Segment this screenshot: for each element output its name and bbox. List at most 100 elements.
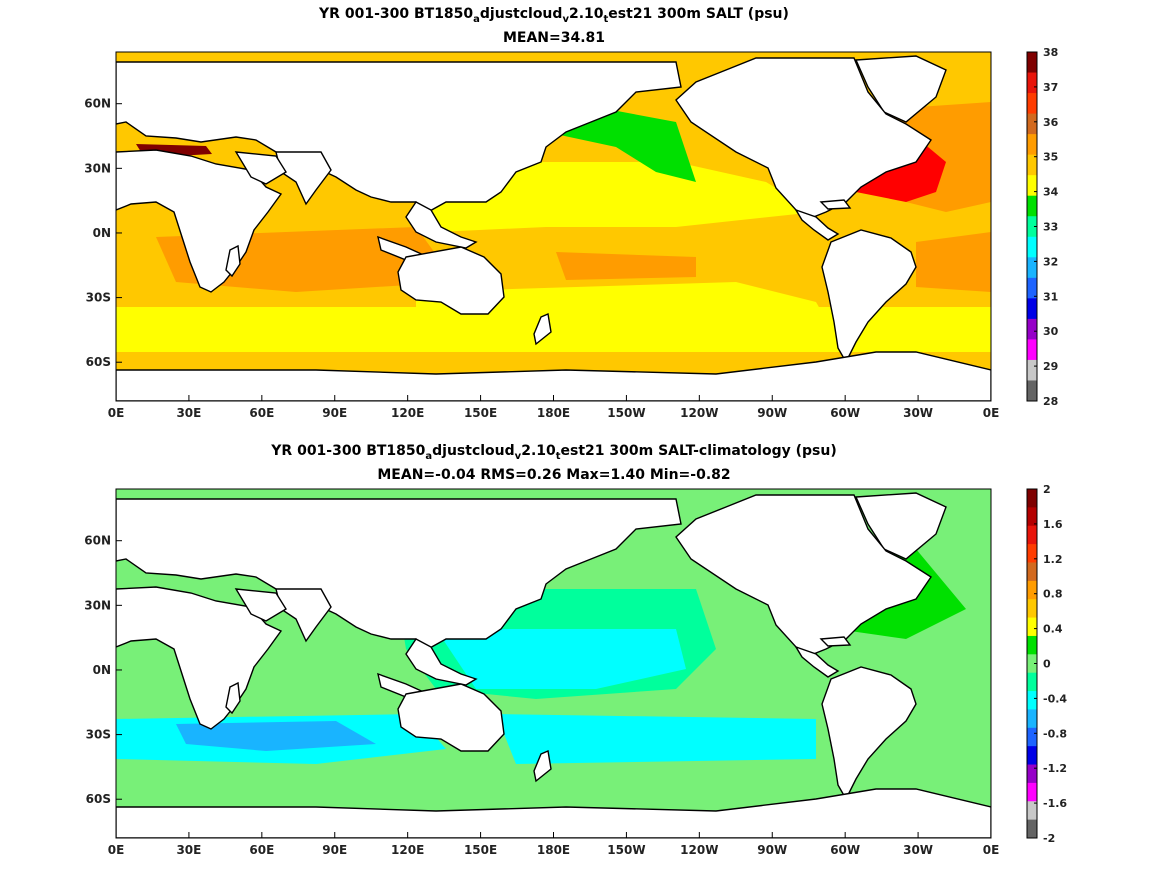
x-tick-label: 60W [830, 843, 860, 857]
bottom-panel-subtitle: MEAN=-0.04 RMS=0.26 Max=1.40 Min=-0.82 [377, 467, 731, 483]
x-tick-label: 0E [983, 843, 1000, 857]
y-tick-label: 30N [84, 161, 111, 175]
colorbar-swatch [1027, 709, 1037, 729]
x-tick-label: 90E [322, 406, 347, 420]
y-tick-label: 60S [86, 355, 111, 369]
x-tick-label: 0E [108, 843, 125, 857]
colorbar-swatch [1027, 318, 1037, 340]
x-tick-label: 30E [176, 406, 201, 420]
top-panel-title: YR 001-300 BT1850adjustcloudv2.10test21 … [319, 6, 789, 25]
colorbar-swatch [1027, 562, 1037, 582]
colorbar-label: -0.4 [1043, 692, 1067, 705]
x-tick-label: 120E [391, 406, 424, 420]
colorbar-swatch [1027, 52, 1037, 74]
colorbar-swatch [1027, 195, 1037, 217]
colorbar-swatch [1027, 507, 1037, 527]
y-tick-label: 0N [93, 226, 111, 240]
colorbar-label: 28 [1043, 395, 1058, 408]
x-tick-label: 180E [537, 843, 570, 857]
colorbar-swatch [1027, 216, 1037, 238]
top-map [116, 52, 991, 401]
x-tick-label: 0E [983, 406, 1000, 420]
colorbar-swatch [1027, 727, 1037, 747]
colorbar-label: 1.2 [1043, 553, 1063, 566]
x-tick-label: 0E [108, 406, 125, 420]
colorbar-swatch [1027, 175, 1037, 197]
colorbar-swatch [1027, 134, 1037, 156]
colorbar-swatch [1027, 782, 1037, 802]
colorbar-swatch [1027, 113, 1037, 135]
x-tick-label: 180E [537, 406, 570, 420]
colorbar-label: 30 [1043, 325, 1059, 338]
y-tick-label: 30N [84, 598, 111, 612]
colorbar-swatch [1027, 746, 1037, 766]
x-tick-label: 60E [249, 843, 274, 857]
x-tick-label: 90E [322, 843, 347, 857]
colorbar-swatch [1027, 93, 1037, 115]
colorbar-label: -1.2 [1043, 762, 1067, 775]
x-tick-label: 150E [464, 843, 497, 857]
colorbar-label: 31 [1043, 290, 1058, 303]
colorbar-swatch [1027, 635, 1037, 655]
colorbar-label: -0.8 [1043, 727, 1067, 740]
x-tick-label: 150E [464, 406, 497, 420]
colorbar-label: 35 [1043, 151, 1058, 164]
colorbar-swatch [1027, 599, 1037, 619]
bottom-map [116, 489, 991, 838]
colorbar-swatch [1027, 359, 1037, 381]
x-tick-label: 90W [757, 843, 787, 857]
y-tick-label: 30S [86, 291, 111, 305]
y-tick-label: 60N [84, 534, 111, 548]
x-tick-label: 30W [903, 843, 933, 857]
colorbar-swatch [1027, 277, 1037, 299]
colorbar-label: 36 [1043, 116, 1059, 129]
colorbar-swatch [1027, 691, 1037, 710]
bottom-panel-title: YR 001-300 BT1850adjustcloudv2.10test21 … [271, 443, 837, 462]
colorbar-swatch [1027, 544, 1037, 563]
colorbar-label: 33 [1043, 221, 1058, 234]
colorbar-label: 0 [1043, 658, 1051, 671]
x-tick-label: 30E [176, 843, 201, 857]
colorbar-swatch [1027, 298, 1037, 320]
colorbar-swatch [1027, 801, 1037, 821]
colorbar-label: 0.4 [1043, 623, 1063, 636]
y-tick-label: 60N [84, 97, 111, 111]
x-tick-label: 120E [391, 843, 424, 857]
x-tick-label: 150W [607, 843, 645, 857]
x-tick-label: 30W [903, 406, 933, 420]
colorbar-swatch [1027, 72, 1037, 94]
colorbar-swatch [1027, 489, 1037, 508]
colorbar-swatch [1027, 654, 1037, 674]
colorbar-label: 29 [1043, 360, 1058, 373]
colorbar-swatch [1027, 154, 1037, 176]
x-tick-label: 60E [249, 406, 274, 420]
colorbar-label: 34 [1043, 186, 1059, 199]
colorbar-swatch [1027, 617, 1037, 637]
colorbar-swatch [1027, 339, 1037, 361]
top-panel-subtitle: MEAN=34.81 [502, 30, 606, 46]
y-tick-label: 30S [86, 728, 111, 742]
colorbar-swatch [1027, 764, 1037, 784]
x-tick-label: 90W [757, 406, 787, 420]
colorbar-swatch [1027, 525, 1037, 545]
colorbar-label: -2 [1043, 832, 1055, 845]
colorbar-label: 32 [1043, 255, 1058, 268]
x-tick-label: 150W [607, 406, 645, 420]
colorbar-label: 1.6 [1043, 518, 1063, 531]
x-tick-label: 120W [680, 406, 718, 420]
colorbar-swatch [1027, 380, 1037, 402]
y-tick-label: 60S [86, 792, 111, 806]
colorbar-label: 0.8 [1043, 588, 1063, 601]
colorbar-swatch [1027, 672, 1037, 692]
colorbar-label: 2 [1043, 483, 1051, 496]
x-tick-label: 60W [830, 406, 860, 420]
colorbar-swatch [1027, 236, 1037, 258]
colorbar-label: 37 [1043, 81, 1058, 94]
x-tick-label: 120W [680, 843, 718, 857]
y-tick-label: 0N [93, 663, 111, 677]
colorbar-label: -1.6 [1043, 797, 1067, 810]
colorbar-swatch [1027, 580, 1037, 600]
colorbar-swatch [1027, 257, 1037, 279]
colorbar-swatch [1027, 819, 1037, 839]
